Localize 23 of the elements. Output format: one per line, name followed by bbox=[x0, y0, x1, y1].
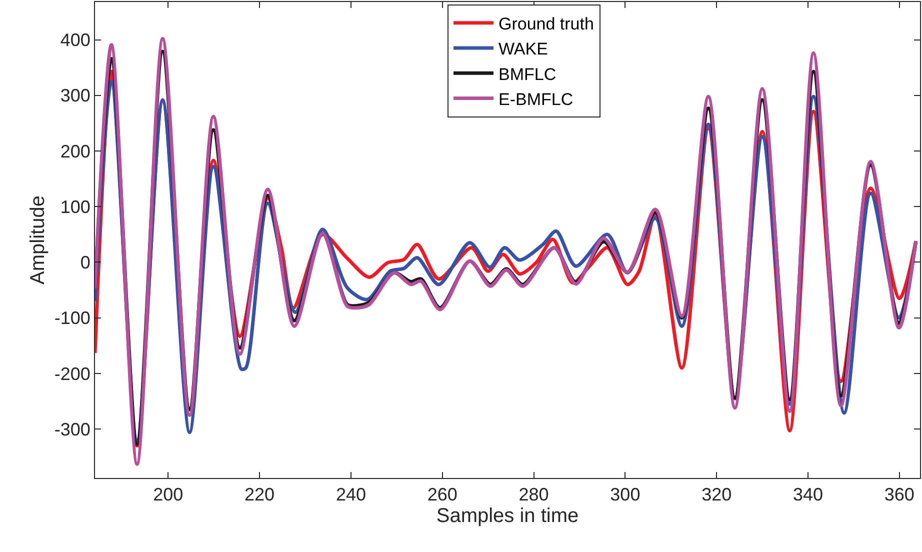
x-tick-label: 260 bbox=[427, 484, 458, 505]
y-tick-label: 400 bbox=[60, 30, 90, 50]
x-tick-label: 280 bbox=[518, 484, 549, 505]
y-axis-title: Amplitude bbox=[26, 196, 49, 284]
x-tick-label: 200 bbox=[153, 484, 184, 505]
legend-label: Ground truth bbox=[498, 14, 594, 34]
y-tick-label: -300 bbox=[54, 419, 90, 440]
y-tick-label: 300 bbox=[60, 86, 90, 106]
x-tick-label: 320 bbox=[702, 484, 732, 505]
y-tick-label: 0 bbox=[80, 252, 90, 273]
legend-label: E-BMFLC bbox=[498, 90, 574, 109]
x-axis-title: Samples in time bbox=[436, 505, 579, 528]
y-tick-label: -100 bbox=[54, 308, 90, 328]
legend-label: BMFLC bbox=[498, 64, 556, 84]
y-tick-label: -200 bbox=[54, 364, 90, 384]
x-tick-label: 220 bbox=[244, 484, 275, 505]
x-tick-label: 240 bbox=[336, 484, 366, 505]
x-tick-label: 340 bbox=[792, 484, 824, 505]
x-tick-label: 360 bbox=[884, 484, 914, 505]
legend-label: WAKE bbox=[498, 40, 548, 59]
y-tick-label: 100 bbox=[60, 196, 90, 217]
x-tick-label: 300 bbox=[610, 484, 640, 505]
y-tick-label: 200 bbox=[60, 141, 90, 162]
